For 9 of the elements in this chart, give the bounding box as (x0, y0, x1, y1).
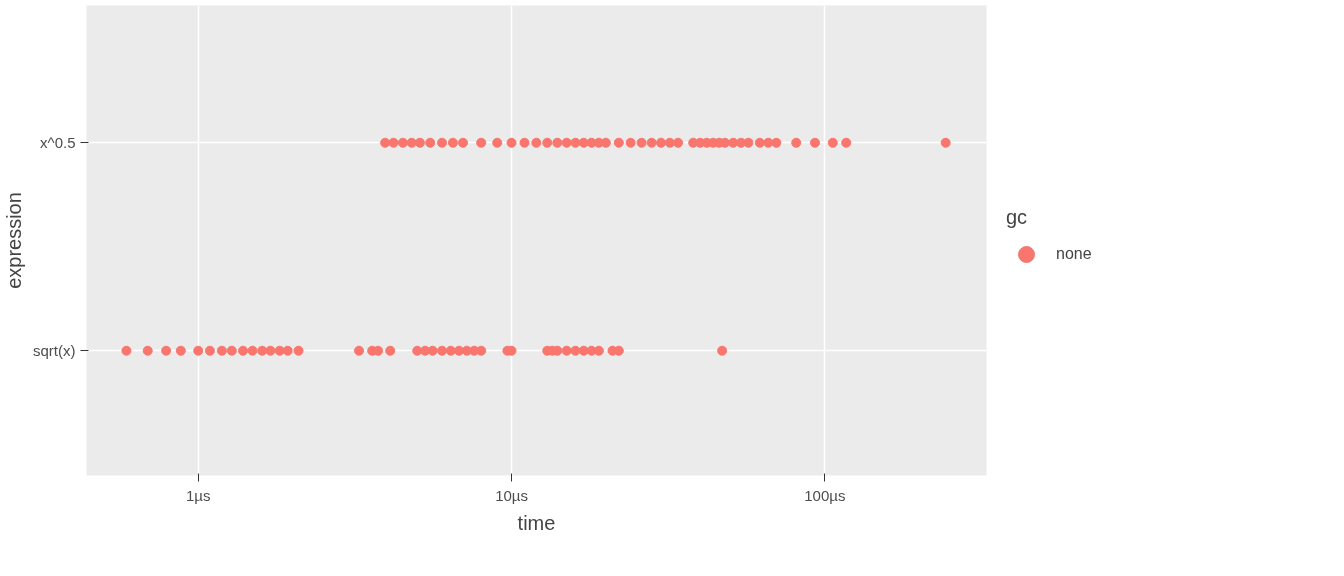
x-tick-label: 10µs (495, 486, 528, 504)
y-axis-title: expression (3, 192, 25, 289)
legend-label: none (1056, 245, 1092, 263)
x-tick-label: 1µs (185, 486, 211, 504)
y-tick-label: sqrt(x) (33, 342, 76, 360)
legend-title: gc (1006, 206, 1029, 229)
x-axis-title: time (517, 511, 556, 534)
y-tick-label: x^0.5 (40, 134, 76, 152)
x-tick-label: 100µs (804, 486, 846, 504)
